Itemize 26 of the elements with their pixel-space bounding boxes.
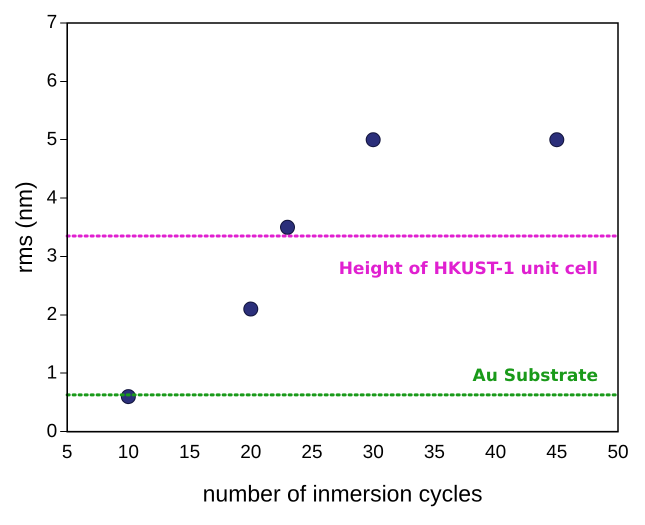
x-tick-label: 45 xyxy=(546,442,568,464)
x-tick-label: 35 xyxy=(424,442,445,464)
y-tick-label: 6 xyxy=(46,70,58,92)
y-tick-label: 5 xyxy=(46,128,58,150)
y-tick-label: 2 xyxy=(46,304,58,326)
x-tick-label: 10 xyxy=(118,442,139,464)
x-axis-title: number of inmersion cycles xyxy=(202,480,483,507)
x-tick-label: 50 xyxy=(607,442,629,464)
point xyxy=(243,302,258,317)
x-tick-label: 5 xyxy=(62,442,72,464)
ref-line-label: Au Substrate xyxy=(472,366,598,386)
ref-line-label: Height of HKUST-1 unit cell xyxy=(338,259,598,280)
y-tick-label: 3 xyxy=(46,246,58,267)
x-tick-label: 40 xyxy=(485,442,506,464)
y-tick-label: 4 xyxy=(46,187,58,208)
x-tick-label: 20 xyxy=(240,442,262,464)
x-tick-label: 25 xyxy=(301,442,323,464)
x-tick-label: 30 xyxy=(362,442,384,464)
y-axis-title: rms (nm) xyxy=(11,181,38,274)
point xyxy=(280,220,295,235)
point xyxy=(366,132,381,148)
point xyxy=(549,132,564,148)
y-tick-label: 0 xyxy=(46,420,58,442)
y-tick-label: 1 xyxy=(46,362,58,384)
y-tick-label: 7 xyxy=(46,12,58,34)
x-tick-label: 15 xyxy=(179,442,200,464)
